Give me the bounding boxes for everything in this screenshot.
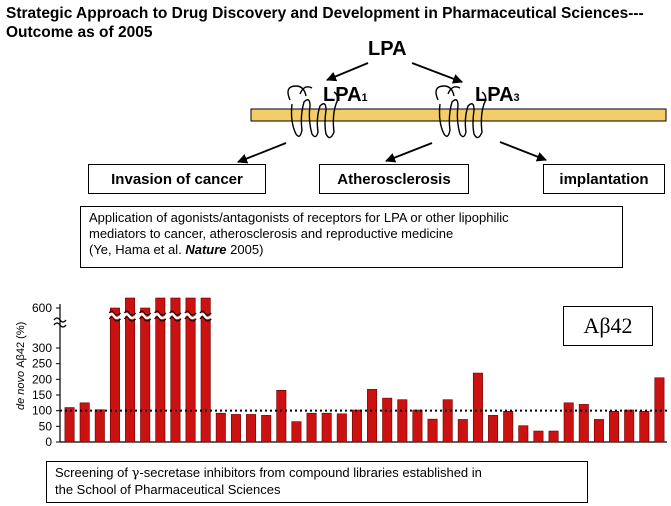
bar-break-icon xyxy=(154,310,167,322)
outcome-implantation: implantation xyxy=(543,164,665,194)
y-axis-label: de novo Aβ42 (%) xyxy=(15,322,27,410)
lpa1-receptor-icon xyxy=(287,85,339,139)
arrow-to-cancer xyxy=(237,142,287,164)
cell-membrane xyxy=(250,108,667,122)
arrow-to-lpa3 xyxy=(411,62,463,84)
citation-prefix: (Ye, Hama et al. xyxy=(89,242,186,257)
bar xyxy=(261,415,272,443)
gamma-symbol: γ xyxy=(131,466,140,481)
screening-line2: the School of Pharmaceutical Sciences xyxy=(55,482,281,497)
bar xyxy=(503,410,514,443)
bar-break-gap xyxy=(153,312,167,320)
bar xyxy=(321,412,332,443)
bar-break-gap xyxy=(183,312,198,320)
bar-break-icon xyxy=(184,310,197,322)
application-line2: mediators to cancer, atherosclerosis and… xyxy=(89,226,454,241)
bar-break-gap xyxy=(138,312,152,320)
bar xyxy=(140,307,151,443)
arrow-to-atherosclerosis xyxy=(385,142,433,163)
bar xyxy=(155,297,166,443)
bar xyxy=(397,399,408,443)
bar xyxy=(230,414,241,443)
lpa3-label: LPA3 xyxy=(475,84,520,107)
bar xyxy=(382,397,393,443)
bar xyxy=(548,430,559,443)
lpa3-name: LPA xyxy=(475,84,514,106)
bar-break-icon xyxy=(139,310,152,322)
bar xyxy=(578,404,589,443)
bar xyxy=(563,402,574,443)
bar xyxy=(609,410,620,443)
bar-break-icon xyxy=(108,310,121,322)
bar xyxy=(593,419,604,443)
bar xyxy=(488,415,499,443)
lpa-receptor-diagram xyxy=(237,62,667,164)
y-tick-label: 200 xyxy=(32,372,52,386)
lpa3-receptor-icon xyxy=(435,85,487,139)
bar xyxy=(351,409,362,443)
y-tick-label: 50 xyxy=(39,419,53,433)
bar xyxy=(412,409,423,443)
bar xyxy=(200,297,211,443)
bar xyxy=(79,402,90,443)
bar xyxy=(125,297,136,443)
y-tick-label: 150 xyxy=(32,388,52,402)
bar xyxy=(639,410,650,443)
bar xyxy=(276,390,287,443)
screening-box: Screening of γ-secretase inhibitors from… xyxy=(46,461,588,503)
bar xyxy=(64,407,75,443)
bar xyxy=(215,412,226,443)
bar-break-gap xyxy=(123,312,137,320)
arrow-to-implantation xyxy=(499,141,547,162)
bar xyxy=(472,372,483,443)
screening-prefix: Screening of xyxy=(55,465,132,480)
bar-break-gap xyxy=(198,312,213,320)
bar xyxy=(457,419,468,443)
application-box: Application of agonists/antagonists of r… xyxy=(80,206,623,268)
ligand-label: LPA xyxy=(368,38,407,60)
bar xyxy=(291,421,302,443)
bar-break-icon xyxy=(123,310,137,322)
citation-year: 2005) xyxy=(226,242,264,257)
lpa1-subscript: 1 xyxy=(361,92,368,104)
bar xyxy=(109,307,120,443)
lpa3-subscript: 3 xyxy=(513,92,520,104)
lpa1-name: LPA xyxy=(323,84,362,106)
y-tick-label: 250 xyxy=(32,357,52,371)
bar xyxy=(367,389,378,443)
y-tick-label: 100 xyxy=(32,404,52,418)
axis-break-icon xyxy=(53,317,67,328)
y-tick-label: 600 xyxy=(32,301,52,315)
screening-line1: Screening of γ-secretase inhibitors from… xyxy=(55,465,579,482)
citation-journal: Nature xyxy=(185,242,227,257)
bar xyxy=(442,399,453,443)
bar xyxy=(246,414,257,443)
bar xyxy=(654,377,665,443)
application-citation: (Ye, Hama et al. Nature 2005) xyxy=(89,242,614,258)
bar xyxy=(624,409,635,443)
page-title: Strategic Approach to Drug Discovery and… xyxy=(6,5,644,41)
bar-break-gap xyxy=(168,312,182,320)
bar xyxy=(185,297,196,443)
chart-legend-label: Aβ42 xyxy=(563,306,653,346)
bar xyxy=(336,413,347,443)
bar-break-icon xyxy=(169,310,182,322)
outcome-atherosclerosis: Atherosclerosis xyxy=(319,164,469,194)
bar xyxy=(306,412,317,443)
arrow-to-lpa1 xyxy=(326,62,369,82)
lpa1-label: LPA1 xyxy=(323,84,368,107)
bar xyxy=(533,430,544,443)
bar xyxy=(94,409,105,443)
bar xyxy=(427,418,438,443)
outcome-invasion-of-cancer: Invasion of cancer xyxy=(88,164,266,194)
y-tick-label: 300 xyxy=(32,341,52,355)
y-tick-label: 0 xyxy=(45,435,52,449)
bar-break-icon xyxy=(199,310,212,322)
bar xyxy=(170,297,181,443)
application-line1: Application of agonists/antagonists of r… xyxy=(89,210,509,225)
bar-break-gap xyxy=(108,312,122,320)
bar xyxy=(518,425,529,443)
screening-suffix: -secretase inhibitors from compound libr… xyxy=(139,465,482,480)
